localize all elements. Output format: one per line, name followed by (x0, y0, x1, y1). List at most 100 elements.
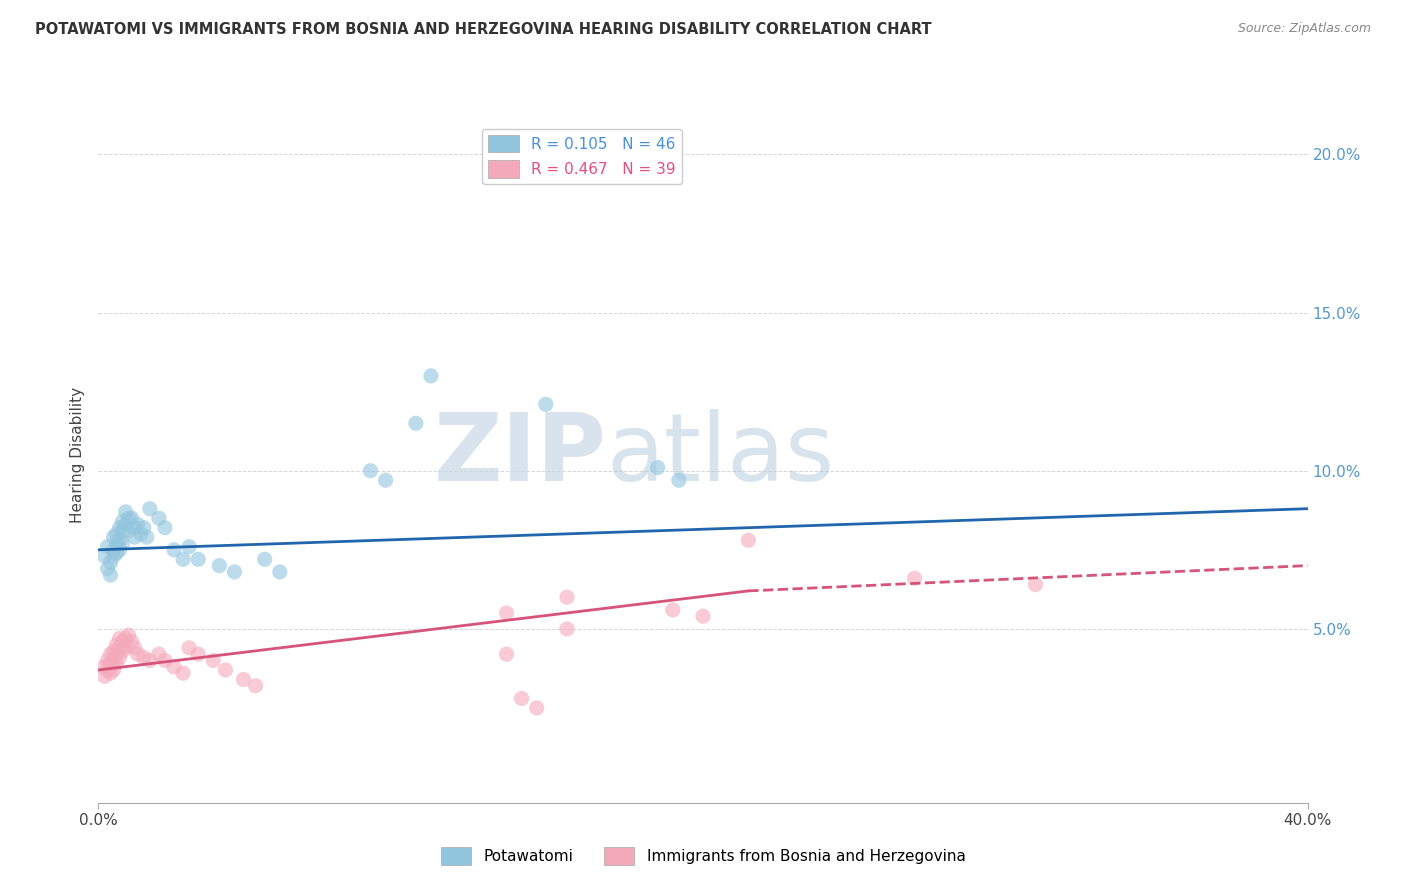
Point (495, 647, 517, 661)
Point (179, 540, 201, 554)
Point (118, 524, 141, 538)
Point (737, 533, 759, 548)
Text: POTAWATOMI VS IMMIGRANTS FROM BOSNIA AND HERZEGOVINA HEARING DISABILITY CORRELAT: POTAWATOMI VS IMMIGRANTS FROM BOSNIA AND… (35, 22, 932, 37)
Point (100, 556, 122, 570)
Point (245, 679, 267, 693)
Point (153, 653, 176, 667)
Point (93, 660, 115, 674)
Point (360, 464, 382, 478)
Point (208, 558, 231, 573)
Point (692, 609, 714, 624)
Point (526, 701, 548, 715)
Point (555, 622, 578, 636)
Point (374, 473, 396, 487)
Text: atlas: atlas (606, 409, 835, 501)
Point (647, 460, 669, 475)
Point (96, 663, 118, 677)
Point (269, 565, 291, 579)
Point (148, 647, 170, 661)
Point (904, 571, 927, 585)
Point (103, 663, 125, 677)
Text: Source: ZipAtlas.com: Source: ZipAtlas.com (1237, 22, 1371, 36)
Point (124, 640, 146, 655)
Point (495, 606, 517, 620)
Point (114, 505, 136, 519)
Point (105, 527, 128, 541)
Point (224, 565, 246, 579)
Point (108, 640, 131, 655)
Point (187, 552, 209, 566)
Point (103, 644, 125, 658)
Point (139, 501, 162, 516)
Point (172, 552, 194, 566)
Point (1024, 577, 1046, 591)
Point (202, 653, 225, 667)
Point (93, 549, 115, 563)
Point (420, 368, 443, 383)
Point (662, 603, 685, 617)
Point (172, 666, 194, 681)
Point (111, 524, 134, 538)
Point (111, 644, 134, 658)
Point (124, 521, 146, 535)
Point (179, 640, 201, 655)
Point (105, 638, 128, 652)
Point (103, 653, 125, 667)
Point (105, 536, 128, 550)
Y-axis label: Hearing Disability: Hearing Disability (70, 387, 86, 523)
Point (668, 473, 690, 487)
Point (129, 527, 152, 541)
Point (100, 647, 122, 661)
Point (153, 521, 176, 535)
Point (405, 417, 427, 431)
Point (127, 647, 149, 661)
Text: ZIP: ZIP (433, 409, 606, 501)
Point (232, 673, 254, 687)
Point (127, 517, 149, 532)
Point (121, 634, 143, 648)
Point (118, 628, 141, 642)
Point (100, 666, 122, 681)
Point (534, 397, 557, 411)
Point (96, 540, 118, 554)
Point (135, 530, 157, 544)
Point (111, 514, 134, 528)
Point (105, 657, 128, 671)
Point (108, 533, 131, 548)
Point (105, 546, 128, 560)
Legend: R = 0.105   N = 46, R = 0.467   N = 39: R = 0.105 N = 46, R = 0.467 N = 39 (482, 128, 682, 184)
Point (108, 632, 131, 646)
Point (111, 634, 134, 648)
Point (132, 650, 155, 665)
Point (214, 663, 236, 677)
Point (124, 530, 146, 544)
Point (108, 650, 131, 665)
Point (114, 640, 136, 655)
Point (96, 562, 118, 576)
Legend: Potawatomi, Immigrants from Bosnia and Herzegovina: Potawatomi, Immigrants from Bosnia and H… (434, 841, 972, 871)
Point (100, 568, 122, 582)
Point (253, 552, 276, 566)
Point (118, 511, 141, 525)
Point (555, 591, 578, 605)
Point (103, 530, 125, 544)
Point (121, 511, 143, 525)
Point (139, 653, 162, 667)
Point (114, 517, 136, 532)
Point (105, 647, 128, 661)
Point (103, 549, 125, 563)
Point (108, 542, 131, 557)
Point (132, 521, 155, 535)
Point (163, 542, 186, 557)
Point (163, 660, 186, 674)
Point (187, 647, 209, 661)
Point (96, 653, 118, 667)
Point (100, 657, 122, 671)
Point (148, 511, 170, 525)
Point (93, 669, 115, 683)
Point (114, 632, 136, 646)
Point (103, 542, 125, 557)
Point (108, 521, 131, 535)
Point (111, 536, 134, 550)
Point (510, 691, 533, 706)
